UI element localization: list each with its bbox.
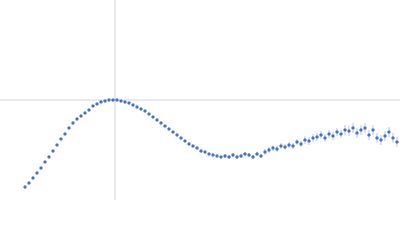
data-point	[163, 124, 167, 128]
data-point	[251, 155, 255, 159]
data-point	[335, 130, 339, 134]
data-point	[243, 152, 247, 156]
data-point	[259, 154, 263, 158]
data-point	[191, 144, 195, 148]
data-point	[115, 98, 119, 102]
data-point	[71, 121, 75, 125]
data-point	[91, 104, 95, 108]
data-point	[375, 136, 379, 140]
data-point	[291, 144, 295, 148]
data-point	[211, 153, 215, 157]
data-point	[159, 121, 163, 125]
data-point	[275, 147, 279, 151]
data-point	[131, 103, 135, 107]
data-point	[219, 155, 223, 159]
data-point	[231, 153, 235, 157]
data-point	[183, 139, 187, 143]
data-point	[355, 131, 359, 135]
data-point	[103, 99, 107, 103]
data-point	[279, 144, 283, 148]
data-point	[127, 101, 131, 105]
page: {"chart_data": {"type": "scatter", "colo…	[0, 0, 400, 200]
data-point	[307, 139, 311, 143]
data-point	[343, 128, 347, 132]
data-point	[79, 114, 83, 118]
data-point	[63, 132, 67, 136]
data-point	[31, 176, 35, 180]
data-point	[283, 145, 287, 149]
data-point	[47, 155, 51, 159]
data-point	[379, 138, 383, 142]
data-point	[51, 149, 55, 153]
data-point	[23, 185, 27, 189]
data-point	[295, 140, 299, 144]
data-point	[123, 100, 127, 104]
data-point	[199, 149, 203, 153]
data-point	[351, 126, 355, 130]
data-point	[35, 171, 39, 175]
data-point	[223, 154, 227, 158]
data-point	[135, 105, 139, 109]
data-point	[311, 136, 315, 140]
data-point	[227, 155, 231, 159]
data-point	[215, 154, 219, 158]
data-point	[195, 146, 199, 150]
data-point	[83, 111, 87, 115]
data-point	[171, 130, 175, 134]
data-point	[255, 152, 259, 156]
data-point	[207, 152, 211, 156]
data-point	[147, 112, 151, 116]
data-point	[263, 150, 267, 154]
data-point	[383, 134, 387, 138]
data-point	[363, 126, 367, 130]
data-point	[151, 115, 155, 119]
data-point	[167, 127, 171, 131]
data-point	[359, 128, 363, 132]
data-point	[119, 99, 123, 103]
data-point	[235, 155, 239, 159]
data-point	[239, 154, 243, 158]
data-point	[331, 134, 335, 138]
data-point	[187, 142, 191, 146]
data-point	[179, 136, 183, 140]
data-point	[95, 102, 99, 106]
data-point	[203, 150, 207, 154]
data-point	[323, 136, 327, 140]
data-point	[371, 128, 375, 132]
data-point	[43, 160, 47, 164]
data-point	[175, 133, 179, 137]
data-point	[139, 107, 143, 111]
data-point	[75, 117, 79, 121]
data-point	[391, 136, 395, 140]
data-point	[395, 140, 399, 144]
data-point	[287, 143, 291, 147]
data-point	[155, 118, 159, 122]
data-point	[67, 126, 71, 130]
data-point	[143, 109, 147, 113]
data-point	[339, 132, 343, 136]
data-point	[299, 142, 303, 146]
data-point	[319, 133, 323, 137]
data-point	[267, 148, 271, 152]
data-point	[303, 138, 307, 142]
data-point	[59, 137, 63, 141]
data-point	[367, 133, 371, 137]
data-point	[111, 98, 115, 102]
data-point	[315, 135, 319, 139]
data-point	[87, 108, 91, 112]
data-point	[247, 153, 251, 157]
data-point	[107, 98, 111, 102]
data-point	[27, 181, 31, 185]
data-point	[347, 129, 351, 133]
data-point	[387, 130, 391, 134]
data-point	[99, 100, 103, 104]
chart	[0, 0, 400, 200]
data-point	[271, 146, 275, 150]
data-point	[55, 143, 59, 147]
data-point	[327, 132, 331, 136]
data-point	[39, 166, 43, 170]
